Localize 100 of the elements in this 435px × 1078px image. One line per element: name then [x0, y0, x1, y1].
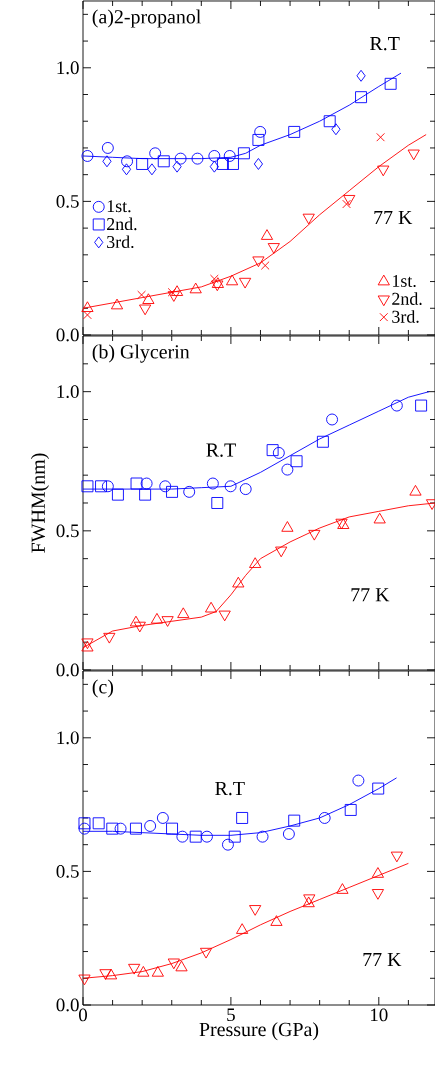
point — [139, 304, 152, 316]
point — [140, 477, 153, 490]
point — [355, 91, 367, 104]
chart-title: (c) — [92, 679, 114, 698]
point — [318, 812, 331, 824]
point — [352, 774, 365, 787]
legend-label: 3rd. — [392, 310, 419, 323]
x-tick-label: 5 — [227, 1008, 235, 1022]
point — [166, 822, 178, 835]
point — [377, 165, 390, 177]
point — [239, 277, 252, 289]
point — [189, 282, 202, 294]
point — [110, 298, 124, 310]
point — [183, 485, 196, 498]
point — [288, 125, 301, 138]
y-tick-label: 0.5 — [56, 864, 79, 878]
legend-label: 2nd. — [392, 292, 422, 305]
point — [151, 965, 164, 977]
point — [282, 828, 295, 840]
point — [147, 163, 157, 176]
point — [166, 485, 178, 498]
point — [101, 480, 114, 493]
point — [133, 621, 146, 633]
point — [167, 287, 177, 297]
point — [142, 293, 155, 304]
point — [344, 803, 357, 816]
point — [281, 463, 294, 476]
point — [102, 155, 112, 168]
point — [390, 399, 403, 412]
annotation: 77 K — [363, 953, 402, 967]
point — [290, 455, 303, 468]
annotation: R.T — [206, 443, 236, 457]
point — [159, 480, 172, 493]
point — [150, 612, 164, 624]
point — [139, 488, 152, 501]
point — [177, 607, 190, 619]
point — [371, 867, 384, 878]
legend-label: 1st. — [107, 200, 131, 213]
point — [136, 158, 149, 170]
point — [218, 610, 231, 622]
point — [78, 817, 91, 830]
annotation: 77 K — [351, 588, 390, 602]
point — [81, 150, 94, 162]
point — [302, 213, 315, 225]
point — [129, 615, 143, 627]
point — [236, 923, 249, 934]
point — [223, 150, 236, 162]
y-axis-title: FWHM(nm) — [30, 453, 49, 553]
point — [114, 822, 127, 835]
point — [376, 132, 385, 142]
point — [272, 446, 285, 459]
point — [224, 480, 237, 493]
point — [326, 413, 339, 426]
legend-label: 1st. — [392, 274, 416, 288]
y-tick-label: 0.0 — [56, 663, 79, 677]
point — [130, 822, 142, 835]
point — [211, 277, 224, 288]
point — [407, 149, 420, 161]
point — [281, 521, 294, 532]
point — [137, 965, 150, 977]
point — [236, 812, 249, 824]
x-tick-label: 10 — [370, 1008, 388, 1022]
point — [200, 830, 213, 843]
point — [211, 280, 224, 292]
point — [222, 838, 234, 851]
point — [172, 160, 182, 173]
point — [373, 512, 386, 524]
point — [103, 632, 116, 644]
point — [232, 576, 245, 588]
x-axis-title: Pressure (GPa) — [199, 1022, 319, 1041]
point — [208, 150, 221, 162]
annotation: R.T — [370, 37, 400, 51]
point — [176, 830, 189, 843]
y-tick-label: 1.0 — [57, 61, 79, 75]
point — [256, 830, 269, 843]
point — [92, 817, 105, 830]
point — [130, 477, 143, 490]
point — [343, 195, 356, 206]
point — [372, 782, 385, 795]
point — [226, 274, 239, 286]
y-tick-label: 0.0 — [56, 328, 79, 342]
point — [288, 814, 301, 827]
point — [167, 291, 180, 302]
point — [356, 69, 366, 82]
point — [237, 147, 250, 160]
point — [239, 483, 252, 496]
point — [161, 616, 174, 627]
point — [342, 199, 351, 209]
y-tick-label: 1.0 — [57, 731, 79, 745]
point — [415, 399, 428, 412]
point — [144, 820, 157, 832]
point — [316, 435, 329, 448]
point — [254, 125, 267, 138]
point — [137, 290, 146, 300]
point — [227, 158, 239, 170]
point — [336, 883, 349, 894]
legend-label: 2nd. — [107, 217, 137, 231]
point — [275, 546, 288, 558]
point — [205, 601, 218, 613]
chart-title: (b) Glycerin — [92, 344, 190, 363]
